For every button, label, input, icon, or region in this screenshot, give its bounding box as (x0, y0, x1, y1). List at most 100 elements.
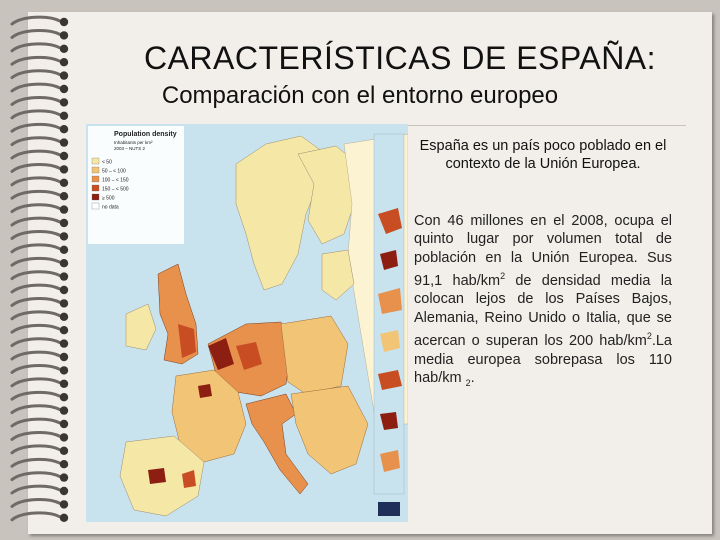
spiral-ring (10, 96, 62, 106)
legend-swatch (91, 184, 100, 192)
map-subtitle-2: 2003 – NUTS 2 (114, 146, 146, 151)
spiral-ring (10, 323, 62, 334)
spiral-ring (10, 109, 62, 120)
legend-label: 150 – < 500 (102, 187, 129, 193)
spiral-ring (10, 230, 62, 240)
spiral-hole (59, 17, 69, 27)
spiral-hole (59, 513, 69, 522)
spiral-hole (59, 299, 69, 308)
spiral-ring (10, 82, 62, 93)
spiral-hole (59, 192, 69, 201)
map-title: Population density (114, 131, 177, 138)
spiral-ring (10, 203, 62, 214)
spiral-hole (59, 473, 69, 482)
spiral-hole (59, 71, 69, 80)
legend-swatch (91, 157, 100, 165)
spiral-ring (10, 256, 62, 267)
spiral-ring (10, 310, 62, 321)
spiral-hole (59, 406, 69, 415)
body-text-3: .La media europea sobrepasa los 110 hab/… (414, 333, 672, 386)
body-text-4: . (470, 369, 475, 386)
spiral-ring (10, 484, 62, 495)
spiral-hole (59, 326, 69, 335)
spiral-ring (10, 29, 62, 39)
population-density-map: Population density Inhabitants per km² 2… (86, 124, 408, 522)
spiral-ring (10, 364, 62, 374)
spiral-ring (10, 163, 62, 173)
legend-swatch (91, 166, 100, 174)
subscript-3: 2 (465, 377, 471, 388)
spiral-ring (10, 270, 62, 281)
spiral-hole (59, 339, 69, 348)
spiral-hole (59, 312, 69, 321)
spiral-hole (59, 218, 69, 228)
lead-paragraph: España es un país poco poblado en el con… (419, 138, 667, 172)
map-legend (88, 126, 184, 244)
spiral-ring (10, 297, 62, 307)
spiral-ring (10, 136, 62, 147)
superscript-1: 2 (500, 271, 506, 282)
spiral-hole (59, 31, 69, 40)
spiral-ring (10, 55, 62, 66)
spiral-ring (10, 122, 62, 133)
spiral-hole (59, 366, 69, 375)
spiral-ring (10, 377, 62, 388)
spiral-hole (59, 165, 69, 174)
spiral-ring (10, 350, 62, 361)
spiral-hole (59, 232, 69, 241)
body-text-2: de densidad media la colocan lejos de lo… (414, 273, 672, 350)
spiral-hole (59, 419, 69, 429)
superscript-2: 2 (646, 331, 652, 342)
spiral-ring (10, 176, 62, 187)
spiral-hole (59, 460, 69, 469)
spiral-ring (10, 69, 62, 80)
spiral-hole (59, 379, 69, 388)
spiral-hole (59, 433, 69, 442)
map-subtitle-1: Inhabitants per km² (114, 140, 153, 145)
spiral-hole (59, 125, 69, 134)
slide-subtitle: Comparación con el entorno europeo (161, 82, 559, 109)
legend-label: < 50 (102, 160, 112, 166)
spiral-ring (10, 511, 62, 522)
spiral-hole (59, 272, 69, 281)
spiral-ring (10, 457, 62, 468)
legend-swatch (91, 193, 100, 201)
spiral-ring (10, 149, 62, 160)
spiral-hole (59, 205, 69, 214)
spiral-hole (59, 245, 69, 254)
spiral-hole (59, 84, 69, 94)
spiral-ring (10, 444, 62, 455)
spiral-hole (59, 446, 69, 455)
spiral-ring (10, 42, 62, 53)
spiral-ring (10, 498, 62, 508)
legend-swatch (91, 175, 100, 183)
spiral-hole (59, 58, 69, 67)
spiral-ring (10, 390, 62, 401)
spiral-binding-icon (10, 15, 69, 522)
legend-label: 50 – < 100 (102, 169, 126, 175)
spiral-hole (59, 178, 69, 187)
spiral-ring (10, 189, 62, 200)
spiral-hole (59, 486, 69, 496)
spiral-hole (59, 44, 69, 53)
body-paragraph: Con 46 millones en el 2008, ocupa el qui… (414, 212, 672, 392)
spiral-ring (10, 243, 62, 254)
spiral-hole (59, 500, 69, 509)
spiral-hole (59, 151, 69, 161)
legend-swatch (91, 202, 100, 210)
body-text-1: Con 46 millones en el 2008, ocupa el qui… (414, 213, 672, 290)
slide-title: CARACTERÍSTICAS DE ESPAÑA: (143, 40, 657, 76)
legend-label: 100 – < 150 (102, 178, 129, 184)
spiral-ring (10, 471, 62, 482)
legend-label: ≥ 500 (102, 196, 115, 202)
spiral-ring (10, 431, 62, 441)
spiral-ring (10, 337, 62, 348)
eurostat-logo-icon (378, 502, 400, 516)
spiral-ring (10, 15, 62, 26)
spiral-ring (10, 283, 62, 294)
spiral-ring (10, 216, 62, 227)
spiral-ring (10, 404, 62, 415)
spiral-hole (59, 111, 69, 121)
spiral-hole (59, 285, 69, 295)
